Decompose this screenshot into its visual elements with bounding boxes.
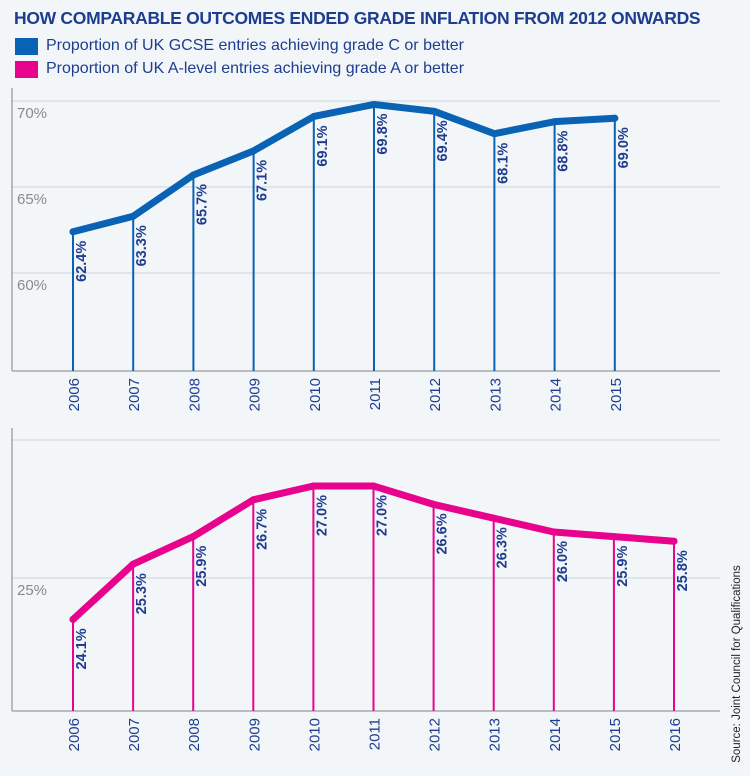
x-tick-label: 2013 xyxy=(487,378,504,411)
data-point xyxy=(189,171,197,179)
x-tick-label: 2008 xyxy=(186,718,203,751)
data-label: 68.8% xyxy=(556,131,572,172)
data-point xyxy=(490,514,498,522)
data-label: 69.4% xyxy=(435,120,451,161)
data-point xyxy=(310,112,318,120)
x-tick-label: 2009 xyxy=(246,718,263,751)
data-point xyxy=(611,114,619,122)
data-point xyxy=(189,533,197,541)
data-label: 26.7% xyxy=(254,509,270,550)
x-tick-label: 2009 xyxy=(247,378,264,411)
data-point xyxy=(430,107,438,115)
x-tick-label: 2008 xyxy=(186,378,203,411)
y-tick-label: 60% xyxy=(17,277,47,294)
legend-swatch-gcse xyxy=(15,37,38,55)
data-point xyxy=(249,496,257,504)
data-label: 27.0% xyxy=(314,495,330,536)
data-point xyxy=(670,537,678,545)
x-tick-label: 2006 xyxy=(66,378,83,411)
legend-label-gcse: Proportion of UK GCSE entries achieving … xyxy=(46,37,464,54)
data-point xyxy=(550,528,558,536)
data-label: 25.3% xyxy=(134,573,150,614)
y-tick-label: 65% xyxy=(17,191,47,208)
data-point xyxy=(309,482,317,490)
x-tick-label: 2011 xyxy=(367,718,384,750)
data-label: 25.8% xyxy=(675,550,691,591)
data-point xyxy=(370,100,378,108)
chart-panel-alevel: 25% 24.1% 25.3% 25.9% 26.7% 27.0% 27.0% 26.6% 26… xyxy=(11,428,720,751)
x-tick-label: 2014 xyxy=(548,378,565,411)
source-note: Source: Joint Council for Qualifications xyxy=(731,565,743,763)
data-label: 26.3% xyxy=(495,527,511,568)
data-label: 67.1% xyxy=(255,160,271,201)
x-tick-label: 2010 xyxy=(306,718,323,751)
data-point xyxy=(490,130,498,138)
data-label: 27.0% xyxy=(375,495,391,536)
x-tick-label: 2015 xyxy=(607,718,624,751)
data-point xyxy=(69,615,77,623)
data-label: 65.7% xyxy=(194,184,210,225)
data-point xyxy=(69,228,77,236)
data-point xyxy=(129,560,137,568)
x-tick-label: 2013 xyxy=(487,718,504,751)
data-label: 26.0% xyxy=(555,541,571,582)
x-tick-label: 2010 xyxy=(307,378,324,411)
x-tick-label: 2014 xyxy=(547,718,564,751)
x-tick-label: 2016 xyxy=(667,718,684,751)
data-label: 25.9% xyxy=(194,546,210,587)
chart-panel-gcse: 70% 65% 60% 62.4% 63.3% 65.7% 67.1% 69.1% 69.8% 6… xyxy=(11,88,720,411)
x-tick-label: 2007 xyxy=(126,378,143,411)
y-tick-label: 25% xyxy=(17,582,47,599)
legend-swatch-alevel xyxy=(15,60,38,78)
x-tick-label: 2012 xyxy=(427,378,444,411)
x-tick-label: 2012 xyxy=(427,718,444,751)
legend-label-alevel: Proportion of UK A-level entries achievi… xyxy=(46,60,465,77)
data-point xyxy=(370,482,377,490)
data-label: 69.1% xyxy=(315,125,331,166)
data-point xyxy=(250,147,258,155)
legend-item-alevel: Proportion of UK A-level entries achievi… xyxy=(15,60,464,78)
data-label: 68.1% xyxy=(495,143,511,184)
data-point xyxy=(551,118,559,126)
chart-title: HOW COMPARABLE OUTCOMES ENDED GRADE INFL… xyxy=(14,8,701,28)
x-tick-label: 2007 xyxy=(126,718,143,751)
data-label: 26.6% xyxy=(435,513,451,554)
data-label: 24.1% xyxy=(74,628,90,669)
x-tick-label: 2015 xyxy=(608,378,625,411)
series-line-gcse xyxy=(69,100,619,236)
y-tick-label: 70% xyxy=(17,105,47,122)
data-point xyxy=(430,500,438,508)
x-tick-label: 2011 xyxy=(367,378,384,410)
data-label: 69.8% xyxy=(375,113,391,154)
data-label: 63.3% xyxy=(134,225,150,266)
legend-item-gcse: Proportion of UK GCSE entries achieving … xyxy=(15,37,464,55)
data-label: 25.9% xyxy=(615,546,631,587)
data-point xyxy=(129,212,137,220)
data-label: 62.4% xyxy=(74,241,90,282)
data-label: 69.0% xyxy=(616,127,632,168)
data-point xyxy=(610,533,618,541)
x-tick-label: 2006 xyxy=(66,718,83,751)
